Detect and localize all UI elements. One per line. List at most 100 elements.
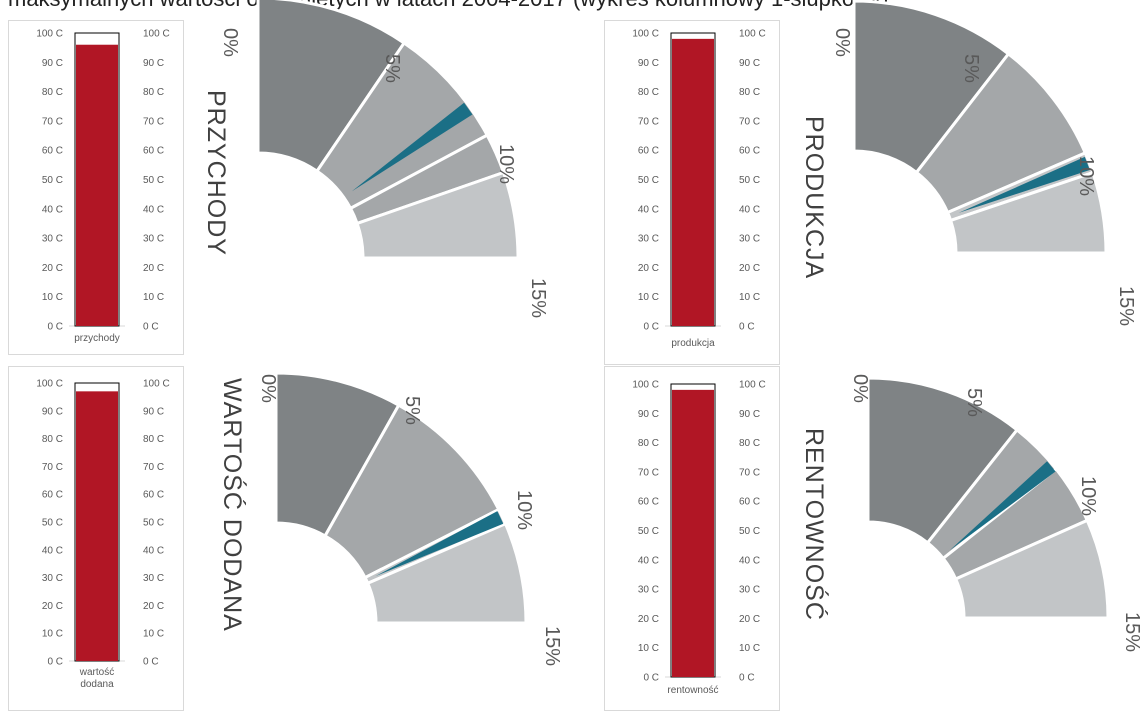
y-tick-left-5-rentownosc: 50 C: [638, 526, 659, 537]
gauge-needle-wartosc-dodana: [375, 511, 504, 577]
gauge-rentownosc: 0% 5% 10% 15% RENTOWNOŚĆ: [800, 374, 1142, 652]
page-caption: maksymalnych wartości osiągniętych w lat…: [8, 0, 894, 12]
y-tick-right-5-produkcja: 50 C: [739, 175, 760, 186]
y-tick-right-3-wartosc-dodana: 30 C: [143, 573, 164, 584]
y-tick-left-7-produkcja: 70 C: [638, 116, 659, 127]
y-tick-right-6-rentownosc: 60 C: [739, 497, 760, 508]
gauge-tick-0-przychody: 0%: [219, 28, 241, 57]
gauge-przychody: 0% 5% 10% 15% PRZYCHODY: [202, 0, 549, 318]
gauge-tick-1-rentownosc: 5%: [963, 388, 985, 417]
y-tick-left-0-rentownosc: 0 C: [643, 673, 659, 684]
gauge-band-0-produkcja: [852, 0, 1011, 175]
gauge-title-rentownosc: RENTOWNOŚĆ: [800, 428, 830, 621]
y-tick-right-9-wartosc-dodana: 90 C: [143, 406, 164, 417]
gauge-tick-1-produkcja: 5%: [960, 54, 982, 83]
y-tick-left-6-rentownosc: 60 C: [638, 497, 659, 508]
y-tick-right-7-rentownosc: 70 C: [739, 467, 760, 478]
y-tick-left-1-wartosc-dodana: 10 C: [42, 629, 63, 640]
y-tick-left-1-przychody: 10 C: [42, 292, 63, 303]
y-tick-left-9-wartosc-dodana: 90 C: [42, 406, 63, 417]
gauge-tick-2-przychody: 10%: [495, 144, 517, 184]
y-tick-left-7-wartosc-dodana: 70 C: [42, 462, 63, 473]
y-tick-right-8-produkcja: 80 C: [739, 87, 760, 98]
y-tick-right-9-produkcja: 90 C: [739, 58, 760, 69]
gauge-tick-3-wartosc-dodana: 15%: [541, 626, 563, 666]
gauge-band-3-rentownosc: [953, 518, 1110, 620]
gauge-needle-rentownosc: [949, 461, 1056, 551]
y-tick-right-4-produkcja: 40 C: [739, 204, 760, 215]
y-tick-right-2-produkcja: 20 C: [739, 263, 760, 274]
gauge-tick-3-przychody: 15%: [527, 278, 549, 318]
y-tick-right-8-wartosc-dodana: 80 C: [143, 434, 164, 445]
y-tick-right-8-rentownosc: 80 C: [739, 438, 760, 449]
gauge-tick-2-wartosc-dodana: 10%: [513, 490, 535, 530]
gauge-band-3-przychody: [355, 170, 520, 260]
bar-produkcja: [672, 38, 714, 327]
y-tick-left-0-wartosc-dodana: 0 C: [47, 657, 63, 668]
y-tick-left-10-rentownosc: 100 C: [632, 380, 659, 391]
gauge-needle-przychody: [351, 102, 473, 192]
y-tick-left-4-wartosc-dodana: 40 C: [42, 545, 63, 556]
y-tick-left-8-wartosc-dodana: 80 C: [42, 434, 63, 445]
y-tick-left-3-wartosc-dodana: 30 C: [42, 573, 63, 584]
y-tick-right-4-przychody: 40 C: [143, 204, 164, 215]
category-label-produkcja: produkcja: [671, 338, 715, 349]
category-label-wartosc-dodana-0: wartość: [79, 667, 114, 678]
gauge-wartosc-dodana: 0% 5% 10% 15% WARTOŚĆ DODANA: [218, 371, 563, 666]
bar-chart-wartosc-dodana: 0 C 0 C 10 C 10 C 20 C 20 C 30 C 30 C 40 C 40 C 50…: [8, 366, 184, 711]
y-tick-right-0-rentownosc: 0 C: [739, 673, 755, 684]
y-tick-left-0-przychody: 0 C: [47, 322, 63, 333]
y-tick-left-4-rentownosc: 40 C: [638, 555, 659, 566]
y-tick-left-3-produkcja: 30 C: [638, 234, 659, 245]
y-tick-left-2-produkcja: 20 C: [638, 263, 659, 274]
y-tick-right-0-wartosc-dodana: 0 C: [143, 657, 159, 668]
y-tick-right-7-wartosc-dodana: 70 C: [143, 462, 164, 473]
bar-chart-przychody: 0 C 0 C 10 C 10 C 20 C 20 C 30 C 30 C 40 C 40 C 50…: [8, 20, 184, 355]
gauge-title-przychody: PRZYCHODY: [202, 90, 230, 256]
y-tick-right-9-przychody: 90 C: [143, 58, 164, 69]
y-tick-right-2-rentownosc: 20 C: [739, 614, 760, 625]
gauge-needle-produkcja: [958, 156, 1090, 213]
gauge-produkcja: 0% 5% 10% 15% PRODUKCJA: [800, 0, 1137, 326]
y-tick-right-2-wartosc-dodana: 20 C: [143, 601, 164, 612]
y-tick-left-6-produkcja: 60 C: [638, 146, 659, 157]
y-tick-left-6-wartosc-dodana: 60 C: [42, 490, 63, 501]
category-label-przychody: przychody: [74, 333, 120, 344]
y-tick-left-9-produkcja: 90 C: [638, 58, 659, 69]
y-tick-right-3-rentownosc: 30 C: [739, 585, 760, 596]
y-tick-left-5-produkcja: 50 C: [638, 175, 659, 186]
gauge-tick-1-przychody: 5%: [381, 54, 403, 83]
y-tick-right-10-rentownosc: 100 C: [739, 380, 766, 391]
y-tick-left-6-przychody: 60 C: [42, 146, 63, 157]
y-tick-right-4-wartosc-dodana: 40 C: [143, 545, 164, 556]
gauge-tick-2-produkcja: 10%: [1075, 156, 1097, 196]
y-tick-left-8-rentownosc: 80 C: [638, 438, 659, 449]
y-tick-left-9-rentownosc: 90 C: [638, 409, 659, 420]
gauge-tick-3-produkcja: 15%: [1115, 286, 1137, 326]
gauge-band-3-produkcja: [948, 170, 1108, 255]
y-tick-left-8-produkcja: 80 C: [638, 87, 659, 98]
y-tick-right-4-rentownosc: 40 C: [739, 555, 760, 566]
gauge-tick-0-wartosc-dodana: 0%: [257, 374, 279, 403]
y-tick-left-4-produkcja: 40 C: [638, 204, 659, 215]
y-tick-right-10-przychody: 100 C: [143, 29, 170, 40]
bar-chart-rentownosc-svg: 0 C 0 C 10 C 10 C 20 C 20 C 30 C 30 C 40 C 40 C 50…: [632, 380, 766, 697]
y-tick-left-1-produkcja: 10 C: [638, 292, 659, 303]
y-tick-left-9-przychody: 90 C: [42, 58, 63, 69]
y-tick-left-0-produkcja: 0 C: [643, 322, 659, 333]
y-tick-right-1-wartosc-dodana: 10 C: [143, 629, 164, 640]
y-tick-left-10-przychody: 100 C: [36, 29, 63, 40]
y-tick-left-3-przychody: 30 C: [42, 234, 63, 245]
y-tick-left-10-wartosc-dodana: 100 C: [36, 379, 63, 390]
y-tick-left-5-wartosc-dodana: 50 C: [42, 518, 63, 529]
y-tick-right-0-przychody: 0 C: [143, 322, 159, 333]
y-tick-right-6-wartosc-dodana: 60 C: [143, 490, 164, 501]
gauge-tick-0-produkcja: 0%: [831, 28, 853, 57]
y-tick-right-7-przychody: 70 C: [143, 116, 164, 127]
bar-chart-wartosc-dodana-svg: 0 C 0 C 10 C 10 C 20 C 20 C 30 C 30 C 40 C 40 C 50…: [36, 379, 169, 691]
gauge-title-produkcja: PRODUKCJA: [800, 116, 828, 279]
y-tick-right-1-przychody: 10 C: [143, 292, 164, 303]
y-tick-right-3-przychody: 30 C: [143, 234, 164, 245]
gauge-tick-2-rentownosc: 10%: [1077, 476, 1099, 516]
gauge-tick-0-rentownosc: 0%: [849, 374, 871, 403]
